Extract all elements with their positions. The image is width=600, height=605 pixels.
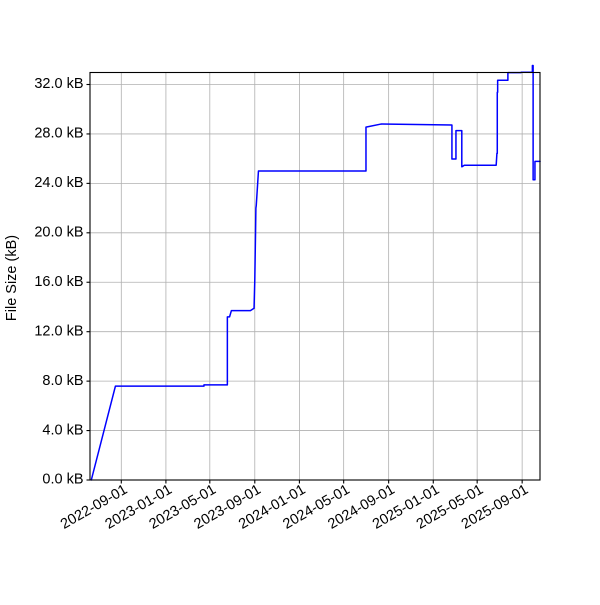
svg-text:8.0 kB: 8.0 kB <box>42 373 83 389</box>
svg-text:16.0 kB: 16.0 kB <box>34 274 83 290</box>
svg-text:4.0 kB: 4.0 kB <box>42 422 83 438</box>
svg-text:20.0 kB: 20.0 kB <box>34 225 83 241</box>
svg-text:0.0 kB: 0.0 kB <box>42 472 83 488</box>
svg-text:28.0 kB: 28.0 kB <box>34 126 83 142</box>
svg-text:12.0 kB: 12.0 kB <box>34 323 83 339</box>
svg-text:File Size (kB): File Size (kB) <box>4 235 20 321</box>
svg-text:24.0 kB: 24.0 kB <box>34 175 83 191</box>
svg-text:32.0 kB: 32.0 kB <box>34 76 83 92</box>
